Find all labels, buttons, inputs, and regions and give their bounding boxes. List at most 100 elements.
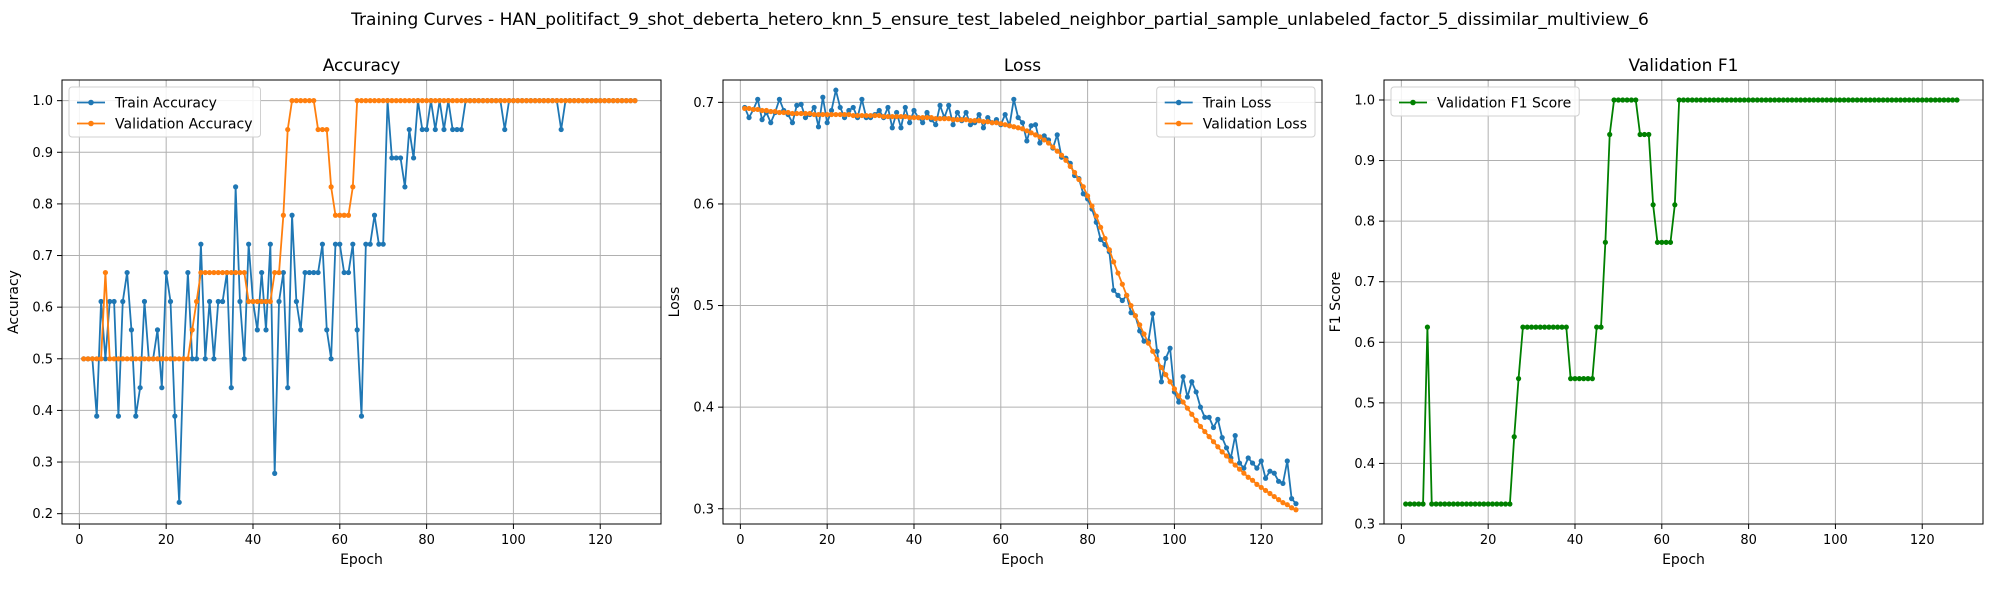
validation-loss-point [1119,281,1125,287]
validation-accuracy-point [489,98,495,104]
validation-accuracy-series [81,98,638,362]
validation-loss-point [1041,137,1047,143]
train-accuracy-point [198,241,204,247]
train-loss-point [1280,480,1286,486]
validation-f1-score-point [1867,97,1873,103]
validation-loss-point [1245,474,1251,480]
validation-f1-score-point [1528,324,1535,330]
validation-accuracy-point [272,269,278,276]
train-accuracy-point [259,269,265,276]
validation-f1-score-point [1750,97,1756,103]
train-accuracy-point [228,385,234,391]
validation-f1-score-point [1489,501,1496,507]
validation-accuracy-point [137,356,143,362]
validation-accuracy-point [476,98,482,104]
validation-f1-score-point [1936,97,1943,103]
validation-f1-score-point [1594,324,1600,330]
train-accuracy-point [124,269,130,276]
train-loss-point [876,107,882,114]
validation-f1-score-point [1928,97,1934,103]
validation-loss-point [1076,176,1082,183]
train-loss-point [898,125,904,131]
train-loss-point [1249,460,1256,466]
validation-f1-score-point [1663,239,1669,245]
train-accuracy-point [350,241,356,247]
validation-f1-score-point [1759,97,1765,103]
x-tick-label: 80 [1079,533,1096,548]
validation-f1-score-point [1620,97,1626,103]
train-loss-point [746,114,752,121]
accuracy-plot-area [62,80,661,524]
train-loss-point [1284,458,1290,464]
validation-loss-point [794,110,800,117]
legend-entry-train-accuracy: Train Accuracy [77,96,217,112]
accuracy-x-ticks: 0 20 40 60 80 100 120 [75,524,613,548]
train-loss-point [1176,399,1182,405]
train-accuracy-point [189,356,195,362]
validation-accuracy-point [341,212,347,218]
validation-loss-point [837,111,843,118]
train-accuracy-point [233,184,239,190]
validation-accuracy-point [506,98,512,104]
accuracy-panel: 0 20 40 60 80 100 120 0.2 0.3 0.4 0.5 0.6 0.7 0.8 0.9 1… [6,56,662,568]
y-tick-label: 0.8 [32,197,53,212]
legend-entry-validation-loss: Validation Loss [1164,117,1307,133]
validation-accuracy-point [363,98,369,104]
train-loss-point [1158,379,1164,385]
validation-loss-point [1102,235,1108,242]
validation-loss-point [1054,148,1060,154]
x-tick-label: 60 [1654,533,1671,548]
validation-loss-point [1032,132,1039,138]
validation-f1-score-point [1724,97,1730,103]
validation-f1-score-point [1420,501,1426,507]
validation-f1-score-point [1654,239,1661,245]
train-loss-point [815,124,822,130]
validation-accuracy-point [107,356,113,362]
train-accuracy-point [332,241,339,247]
validation-loss-point [1176,393,1182,399]
validation-accuracy-point [337,212,343,218]
train-loss-point [1024,138,1030,144]
validation-loss-point [768,108,774,115]
validation-loss-point [885,113,891,120]
validation-loss-point [998,121,1004,127]
validation-loss-point [889,113,895,120]
validation-accuracy-point [371,98,378,104]
validation-f1-score-point [1624,97,1630,103]
validation-loss-point [1002,122,1008,128]
train-accuracy-point [185,269,191,276]
validation-accuracy-point [315,126,321,133]
validation-accuracy-point [493,98,499,104]
validation-loss-point [742,105,748,112]
validation-f1-score-point [1416,501,1422,507]
validation-loss-point [850,112,856,119]
validation-accuracy-point [259,298,265,305]
figure-suptitle: Training Curves - HAN_politifact_9_shot_… [350,10,1649,30]
train-accuracy-point [324,327,330,333]
validation-f1-score-point [1893,97,1899,103]
validation-accuracy-point [632,98,638,104]
validation-accuracy-point [471,98,477,104]
validation-f1-score-point [1407,501,1413,507]
loss-grid [723,80,1322,524]
validation-accuracy-point [597,98,603,104]
validation-f1-score-point [1819,97,1825,103]
validation-loss-point [763,107,770,114]
validation-accuracy-point [623,98,629,104]
train-accuracy-point [354,327,360,333]
train-loss-point [1202,414,1208,420]
train-accuracy-point [206,298,213,305]
train-loss-point [755,96,761,102]
validation-loss-point [1006,123,1013,129]
train-loss-point [1189,379,1195,385]
y-tick-label: 0.8 [1354,215,1375,230]
train-loss-point [1206,414,1212,420]
validation-loss-point [807,110,813,117]
train-loss-point [1254,465,1260,471]
validation-accuracy-point [263,298,269,305]
train-accuracy-point [237,298,243,305]
validation-loss-point [1093,213,1099,219]
train-accuracy-point [380,241,386,247]
validation-loss-point [828,111,835,118]
legend-loss: Train Loss Validation Loss [1156,86,1316,138]
